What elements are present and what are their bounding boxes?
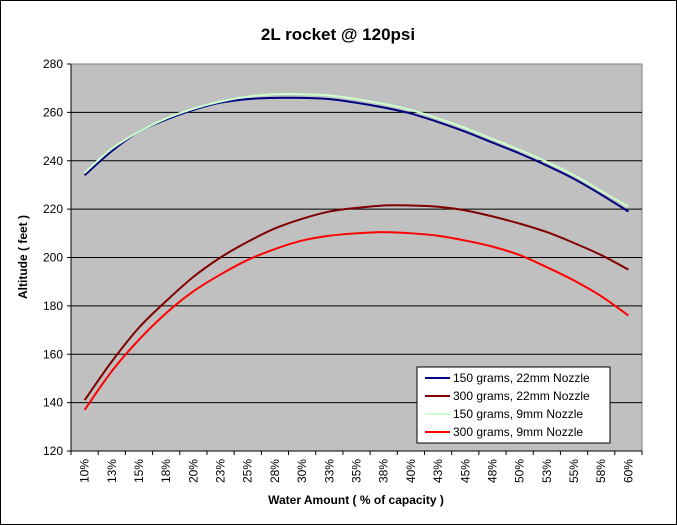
x-tick-label: 58% <box>594 459 608 483</box>
x-tick-label: 25% <box>241 459 255 483</box>
x-tick-label: 30% <box>295 459 309 483</box>
x-tick-label: 40% <box>404 459 418 483</box>
x-tick-label: 35% <box>350 459 364 483</box>
x-tick-label: 33% <box>322 459 336 483</box>
series-line-2 <box>83 93 629 208</box>
x-axis-ticks: 10% 13% 15% 18% 20% 23% 25% 28% 30% 33% 35% 38% 40% 4… <box>70 451 643 483</box>
x-tick-label: 10% <box>78 459 92 483</box>
y-tick-label: 240 <box>43 154 63 168</box>
x-tick-label: 18% <box>159 459 173 483</box>
x-tick-label: 20% <box>186 459 200 483</box>
x-tick-label: 28% <box>268 459 282 483</box>
gridlines <box>71 111 642 404</box>
x-tick-label: 50% <box>513 459 527 483</box>
x-tick-label: 38% <box>377 459 391 483</box>
y-tick-label: 160 <box>43 347 63 361</box>
series-line-1 <box>83 204 629 401</box>
x-tick-label: 60% <box>621 459 635 483</box>
x-tick-label: 23% <box>214 459 228 483</box>
y-tick-label: 140 <box>43 396 63 410</box>
y-tick-label: 220 <box>43 202 63 216</box>
legend: 150 grams, 22mm Nozzle 300 grams, 22mm No… <box>416 366 611 444</box>
x-axis-label: Water Amount ( % of capacity ) <box>268 493 444 507</box>
x-tick-label: 48% <box>485 459 499 483</box>
x-tick-label: 13% <box>105 459 119 483</box>
y-tick-label: 280 <box>43 57 63 71</box>
y-axis-label: Altitude ( feet ) <box>16 215 30 299</box>
series-line-3 <box>83 231 629 411</box>
x-tick-label: 43% <box>431 459 445 483</box>
chart-title: 2L rocket @ 120psi <box>261 25 415 44</box>
x-tick-label: 53% <box>540 459 554 483</box>
x-tick-label: 45% <box>458 459 472 483</box>
y-tick-label: 180 <box>43 299 63 313</box>
x-tick-label: 15% <box>132 459 146 483</box>
legend-entry: 300 grams, 9mm Nozzle <box>453 425 583 439</box>
y-tick-label: 120 <box>43 444 63 458</box>
y-tick-label: 260 <box>43 105 63 119</box>
legend-entry: 300 grams, 22mm Nozzle <box>453 389 590 403</box>
y-tick-label: 200 <box>43 251 63 265</box>
legend-entry: 150 grams, 22mm Nozzle <box>453 371 590 385</box>
series-line-0 <box>83 96 629 213</box>
y-axis-ticks: 120 140 160 180 200 220 240 260 280 <box>43 57 71 458</box>
legend-box <box>416 366 611 444</box>
legend-entry: 150 grams, 9mm Nozzle <box>453 407 583 421</box>
series-lines <box>83 93 629 411</box>
x-tick-label: 55% <box>567 459 581 483</box>
